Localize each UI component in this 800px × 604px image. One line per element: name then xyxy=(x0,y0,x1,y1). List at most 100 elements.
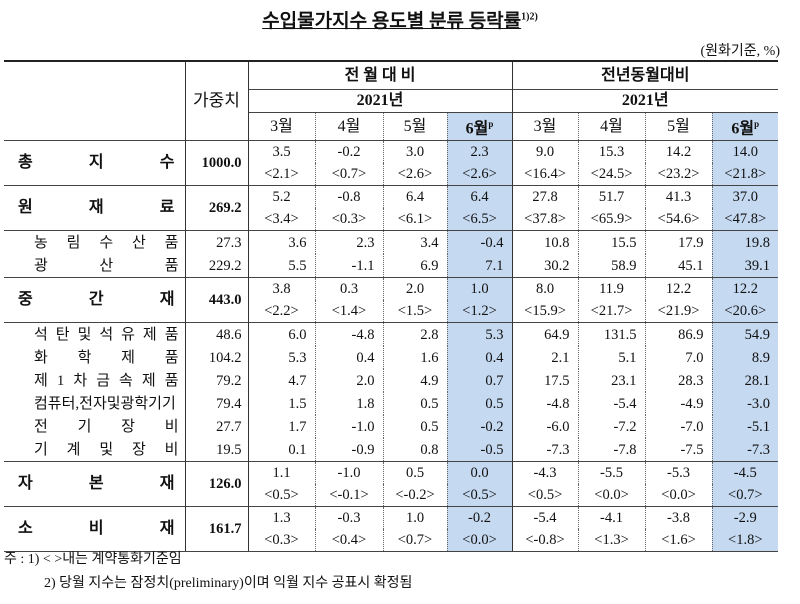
value-cell: -7.3 xyxy=(711,438,779,462)
table-row-contract: <0.3> <0.4> <0.7> <0.0> <-0.8> <1.3> <1.6> <1.8… xyxy=(4,529,779,553)
contract-value-cell: <24.5> xyxy=(577,163,646,186)
value-cell: 0.4 xyxy=(314,346,383,370)
value-cell: -4.8 xyxy=(511,392,579,416)
value-cell: -4.1 xyxy=(577,506,646,530)
value-cell: 0.5 xyxy=(382,392,447,416)
row-label: 화 학 제 품 xyxy=(34,349,179,366)
value-cell: -5.3 xyxy=(644,461,713,485)
value-cell: 86.9 xyxy=(644,322,713,347)
value-cell: 54.9 xyxy=(711,322,779,347)
value-cell: -7.5 xyxy=(644,438,713,462)
value-cell: 0.5 xyxy=(382,461,447,485)
row-weight: 79.4 xyxy=(184,392,248,416)
value-cell: 0.7 xyxy=(446,369,513,393)
contract-value-cell: <2.1> xyxy=(247,163,315,186)
contract-value-cell: <21.9> xyxy=(644,300,713,323)
footnote-2: 2) 당월 지수는 잠정치(preliminary)이며 익월 지수 공표시 확… xyxy=(44,576,413,591)
row-weight: 48.6 xyxy=(184,322,248,347)
row-weight: 1000.0 xyxy=(184,140,248,186)
value-cell: 0.0 xyxy=(446,461,513,485)
value-cell: 0.1 xyxy=(247,438,315,462)
month-label: 6월 xyxy=(731,120,755,138)
contract-value-cell: <1.8> xyxy=(711,529,779,553)
value-cell: 1.6 xyxy=(382,346,447,370)
value-cell: 58.9 xyxy=(577,254,646,278)
value-cell: 41.3 xyxy=(644,185,713,209)
contract-value-cell: <6.5> xyxy=(446,208,513,231)
value-cell: 6.9 xyxy=(382,254,447,278)
header-mom: 전 월 대 비 xyxy=(247,60,513,90)
contract-value-cell: <-0.8> xyxy=(511,529,579,553)
value-cell: -1.0 xyxy=(314,461,383,485)
table-row: 제 1 차 금 속 제 품 79.2 4.7 2.0 4.9 0.7 17.5 23.1 28.… xyxy=(4,369,779,393)
value-cell: 3.4 xyxy=(382,230,447,255)
table-row: 농 림 수 산 품 27.3 3.6 2.3 3.4 -0.4 10.8 15.5 17.9 19… xyxy=(4,230,779,255)
value-cell: 28.1 xyxy=(711,369,779,393)
value-cell: -0.3 xyxy=(314,506,383,530)
month-label: 3월 xyxy=(270,117,293,135)
contract-value-cell: <1.3> xyxy=(577,529,646,553)
month-label: 5월 xyxy=(403,117,427,135)
value-cell: 39.1 xyxy=(711,254,779,278)
value-cell: 5.3 xyxy=(446,322,513,347)
table-row: 기 계 및 장 비 19.5 0.1 -0.9 0.8 -0.5 -7.3 -7.8 -7.5-… xyxy=(4,438,779,462)
row-label: 자 본 재 xyxy=(4,461,185,507)
value-cell: 4.9 xyxy=(382,369,447,393)
row-label: 농 림 수 산 품 xyxy=(4,230,185,255)
contract-value-cell: <0.3> xyxy=(247,529,315,553)
header-month: 5월 xyxy=(644,111,713,141)
row-weight: 104.2 xyxy=(184,346,248,370)
value-cell: -1.1 xyxy=(314,254,383,278)
row-weight: 269.2 xyxy=(184,185,248,231)
row-weight: 79.2 xyxy=(184,369,248,393)
contract-value-cell: <1.6> xyxy=(644,529,713,553)
contract-value-cell: <0.0> xyxy=(644,484,713,507)
value-cell: -7.2 xyxy=(577,415,646,439)
value-cell: 17.9 xyxy=(644,230,713,255)
value-cell: 64.9 xyxy=(511,322,579,347)
table-row-contract: <2.1> <0.7> <2.6> <2.6> <16.4> <24.5> <23.2> <2… xyxy=(4,163,779,186)
value-cell: 37.0 xyxy=(711,185,779,209)
value-cell: -2.9 xyxy=(711,506,779,530)
value-cell: 30.2 xyxy=(511,254,579,278)
contract-value-cell: <16.4> xyxy=(511,163,579,186)
value-cell: -5.5 xyxy=(577,461,646,485)
value-cell: 3.5 xyxy=(247,140,315,164)
value-cell: 15.3 xyxy=(577,140,646,164)
value-cell: 3.0 xyxy=(382,140,447,164)
table-row: 소 비 재 161.7 1.3 -0.3 1.0 -0.2 -5.4 -4.1 -3.8 -2.9 xyxy=(4,506,779,553)
value-cell: 0.8 xyxy=(382,438,447,462)
month-label: 4월 xyxy=(600,117,623,135)
value-cell: -3.8 xyxy=(644,506,713,530)
contract-value-cell: <0.7> xyxy=(382,529,447,553)
contract-value-cell: <21.8> xyxy=(711,163,779,186)
value-cell: 6.4 xyxy=(382,185,447,209)
month-label: 5월 xyxy=(667,117,690,135)
value-cell: 0.5 xyxy=(446,392,513,416)
value-cell: 5.5 xyxy=(247,254,315,278)
table-row: 컴퓨터,전자및광학기기 79.4 1.5 1.8 0.5 0.5 -4.8 -5.4 -4.9-… xyxy=(4,392,779,416)
value-cell: 19.8 xyxy=(711,230,779,255)
contract-value-cell: <15.9> xyxy=(511,300,579,323)
value-cell: 10.8 xyxy=(511,230,579,255)
value-cell: 131.5 xyxy=(577,322,646,347)
row-label: 컴퓨터,전자및광학기기 xyxy=(34,395,176,412)
row-label: 중 간 재 xyxy=(4,277,185,323)
value-cell: 17.5 xyxy=(511,369,579,393)
value-cell: -1.0 xyxy=(314,415,383,439)
row-weight: 27.7 xyxy=(184,415,248,439)
value-cell: 3.8 xyxy=(247,277,315,301)
contract-value-cell: <0.4> xyxy=(314,529,383,553)
value-cell: -4.3 xyxy=(511,461,579,485)
value-cell: -0.9 xyxy=(314,438,383,462)
value-cell: 8.9 xyxy=(711,346,779,370)
value-cell: 0.3 xyxy=(314,277,383,301)
row-weight: 19.5 xyxy=(184,438,248,462)
value-cell: -7.0 xyxy=(644,415,713,439)
row-label: 제 1 차 금 속 제 품 xyxy=(34,372,179,389)
contract-value-cell: <2.6> xyxy=(446,163,513,186)
row-label: 전 기 장 비 xyxy=(34,418,179,435)
header-month: 4월 xyxy=(577,111,646,141)
row-weight: 229.2 xyxy=(184,254,248,278)
value-cell: -3.0 xyxy=(711,392,779,416)
